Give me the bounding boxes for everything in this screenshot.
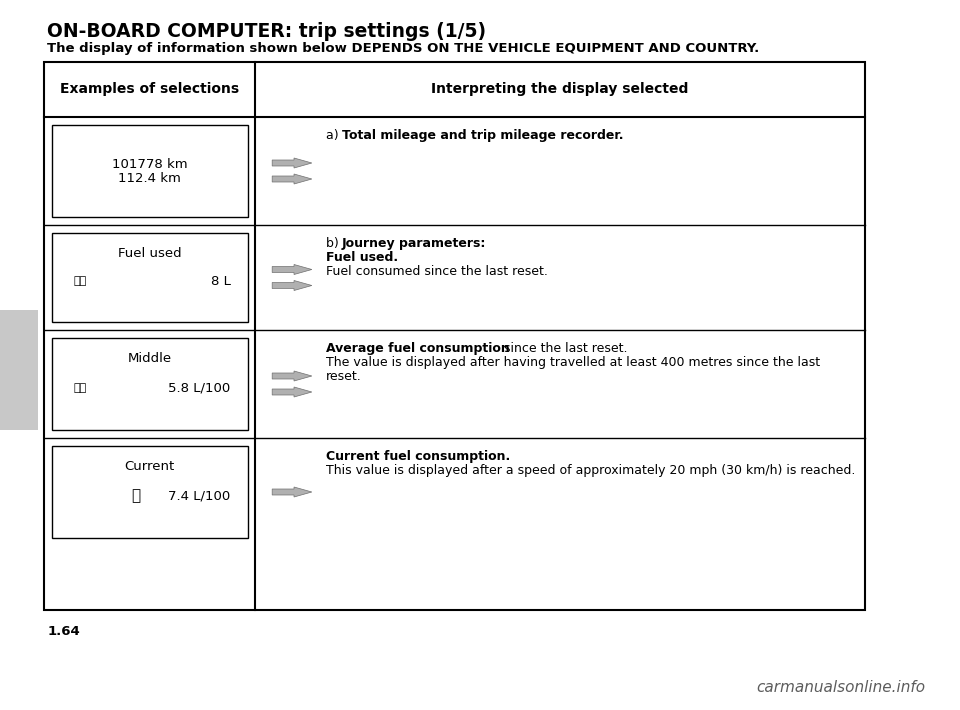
Text: Fuel used: Fuel used bbox=[118, 247, 181, 260]
Text: Current: Current bbox=[125, 460, 175, 473]
Text: 🔌🚗: 🔌🚗 bbox=[74, 276, 87, 287]
Bar bbox=[52, 446, 248, 538]
Text: Journey parameters:: Journey parameters: bbox=[342, 237, 487, 250]
Text: This value is displayed after a speed of approximately 20 mph (30 km/h) is reach: This value is displayed after a speed of… bbox=[326, 464, 855, 477]
Polygon shape bbox=[273, 387, 312, 397]
Text: ON-BOARD COMPUTER: trip settings (1/5): ON-BOARD COMPUTER: trip settings (1/5) bbox=[47, 22, 487, 41]
Bar bbox=[52, 338, 248, 430]
Text: since the last reset.: since the last reset. bbox=[500, 342, 627, 355]
Text: Average fuel consumption: Average fuel consumption bbox=[326, 342, 510, 355]
Text: Interpreting the display selected: Interpreting the display selected bbox=[431, 82, 688, 97]
Text: 101778 km: 101778 km bbox=[112, 158, 187, 170]
Text: 5.8 L/100: 5.8 L/100 bbox=[168, 381, 230, 395]
Polygon shape bbox=[273, 280, 312, 290]
Bar bbox=[44, 62, 865, 610]
Text: 1.64: 1.64 bbox=[47, 625, 80, 638]
Text: a): a) bbox=[326, 129, 343, 142]
Bar bbox=[52, 233, 248, 322]
Polygon shape bbox=[273, 265, 312, 275]
Bar bbox=[52, 125, 248, 217]
Text: The display of information shown below DEPENDS ON THE VEHICLE EQUIPMENT AND COUN: The display of information shown below D… bbox=[47, 42, 759, 55]
Text: carmanualsonline.info: carmanualsonline.info bbox=[756, 680, 925, 695]
Text: 🚗: 🚗 bbox=[132, 488, 140, 503]
Polygon shape bbox=[273, 487, 312, 497]
Polygon shape bbox=[273, 371, 312, 381]
Text: Fuel consumed since the last reset.: Fuel consumed since the last reset. bbox=[326, 265, 548, 278]
Text: 🔌🚗: 🔌🚗 bbox=[74, 383, 87, 393]
Text: Current fuel consumption.: Current fuel consumption. bbox=[326, 450, 511, 463]
Text: reset.: reset. bbox=[326, 370, 362, 383]
Text: 112.4 km: 112.4 km bbox=[118, 172, 181, 185]
Polygon shape bbox=[273, 174, 312, 184]
Text: 8 L: 8 L bbox=[210, 275, 230, 288]
Text: 7.4 L/100: 7.4 L/100 bbox=[168, 489, 230, 503]
Text: Fuel used.: Fuel used. bbox=[326, 251, 398, 264]
Text: The value is displayed after having travelled at least 400 metres since the last: The value is displayed after having trav… bbox=[326, 356, 820, 369]
Bar bbox=[0, 310, 37, 430]
Text: b): b) bbox=[326, 237, 343, 250]
Polygon shape bbox=[273, 158, 312, 168]
Text: Total mileage and trip mileage recorder.: Total mileage and trip mileage recorder. bbox=[342, 129, 623, 142]
Text: Middle: Middle bbox=[128, 352, 172, 365]
Text: Examples of selections: Examples of selections bbox=[60, 82, 239, 97]
